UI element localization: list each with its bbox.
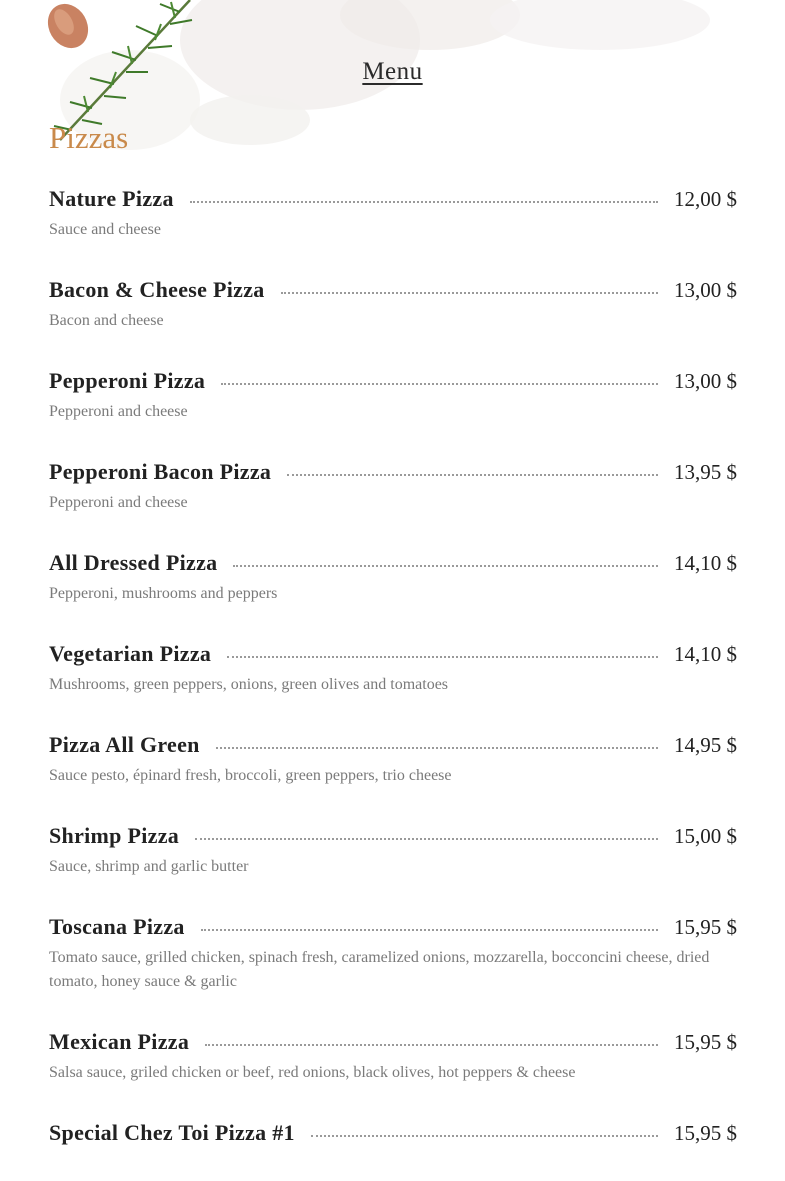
item-price: 15,95 $: [674, 1029, 737, 1054]
menu-item-row: Pizza All Green 14,95 $: [49, 730, 737, 760]
menu-item: Shrimp Pizza 15,00 $ Sauce, shrimp and gar…: [49, 821, 737, 879]
menu-item-row: Mexican Pizza 15,95 $: [49, 1027, 737, 1057]
item-description: Sauce, shrimp and garlic butter: [49, 858, 249, 875]
rosemary-garlic-decoration: [47, 0, 193, 141]
dotted-leader: [205, 1044, 658, 1046]
item-description: Pepperoni and cheese: [49, 494, 188, 511]
dotted-leader: [233, 565, 658, 567]
item-price: 13,95 $: [674, 459, 737, 484]
dotted-leader: [200, 929, 658, 931]
menu-item-row: All Dressed Pizza 14,10 $: [49, 548, 737, 578]
item-price: 14,95 $: [674, 732, 737, 757]
menu-list: Nature Pizza 12,00 $ Sauce and cheese Bacon…: [49, 184, 737, 1181]
item-description: Mushrooms, green peppers, onions, green …: [49, 676, 449, 693]
item-name: Special Chez Toi Pizza #1: [49, 1120, 295, 1145]
section-heading: Pizzas: [49, 120, 129, 155]
item-description: Pepperoni and cheese: [49, 403, 188, 420]
item-price: 12,00 $: [674, 186, 737, 211]
menu-item: Bacon & Cheese Pizza 13,00 $ Bacon and che…: [49, 275, 737, 333]
item-price: 15,00 $: [674, 823, 737, 848]
item-name: Pepperoni Bacon Pizza: [49, 459, 272, 484]
dotted-leader: [221, 383, 658, 385]
menu-item-row: Special Chez Toi Pizza #1 15,95 $: [49, 1118, 737, 1148]
menu-item: Special Chez Toi Pizza #1 15,95 $: [49, 1118, 737, 1148]
item-description: Bacon and cheese: [49, 312, 164, 329]
menu-item: Mexican Pizza 15,95 $ Salsa sauce, griled …: [49, 1027, 737, 1085]
menu-item-row: Pepperoni Bacon Pizza 13,95 $: [49, 457, 737, 487]
item-description: Pepperoni, mushrooms and peppers: [49, 585, 278, 602]
item-price: 15,95 $: [674, 1120, 737, 1145]
menu-item: Pizza All Green 14,95 $ Sauce pesto, épina…: [49, 730, 737, 788]
menu-item-row: Shrimp Pizza 15,00 $: [49, 821, 737, 851]
menu-item: Pepperoni Pizza 13,00 $ Pepperoni and chee…: [49, 366, 737, 424]
menu-item-row: Nature Pizza 12,00 $: [49, 184, 737, 214]
dotted-leader: [287, 474, 658, 476]
item-description: Salsa sauce, griled chicken or beef, red…: [49, 1064, 576, 1081]
rosemary-icon: [53, 0, 193, 141]
item-description: Sauce pesto, épinard fresh, broccoli, gr…: [49, 767, 452, 784]
item-name: All Dressed Pizza: [49, 550, 218, 575]
dotted-leader: [215, 747, 658, 749]
item-name: Toscana Pizza: [49, 914, 185, 939]
item-price: 14,10 $: [674, 641, 737, 666]
item-name: Pizza All Green: [49, 732, 200, 757]
menu-item-row: Pepperoni Pizza 13,00 $: [49, 366, 737, 396]
dotted-leader: [280, 292, 658, 294]
item-price: 13,00 $: [674, 368, 737, 393]
menu-item: Nature Pizza 12,00 $ Sauce and cheese: [49, 184, 737, 242]
dotted-leader: [195, 838, 658, 840]
dotted-leader: [227, 656, 658, 658]
page-title[interactable]: Menu: [362, 58, 423, 85]
item-name: Shrimp Pizza: [49, 823, 180, 848]
menu-item: Pepperoni Bacon Pizza 13,95 $ Pepperoni an…: [49, 457, 737, 515]
item-name: Bacon & Cheese Pizza: [49, 277, 265, 302]
item-price: 14,10 $: [674, 550, 737, 575]
menu-item: Toscana Pizza 15,95 $ Tomato sauce, grille…: [49, 912, 737, 994]
item-price: 15,95 $: [674, 914, 737, 939]
item-name: Mexican Pizza: [49, 1029, 190, 1054]
item-name: Vegetarian Pizza: [49, 641, 212, 666]
menu-item: All Dressed Pizza 14,10 $ Pepperoni, mushr…: [49, 548, 737, 606]
dotted-leader: [189, 201, 658, 203]
menu-item-row: Toscana Pizza 15,95 $: [49, 912, 737, 942]
menu-item: Vegetarian Pizza 14,10 $ Mushrooms, green …: [49, 639, 737, 697]
dotted-leader: [310, 1135, 658, 1137]
item-description: Tomato sauce, grilled chicken, spinach f…: [49, 949, 710, 990]
menu-item-row: Bacon & Cheese Pizza 13,00 $: [49, 275, 737, 305]
item-price: 13,00 $: [674, 277, 737, 302]
item-name: Pepperoni Pizza: [49, 368, 206, 393]
item-description: Sauce and cheese: [49, 221, 161, 238]
menu-item-row: Vegetarian Pizza 14,10 $: [49, 639, 737, 669]
garlic-icon: [47, 3, 89, 49]
item-name: Nature Pizza: [49, 186, 174, 211]
